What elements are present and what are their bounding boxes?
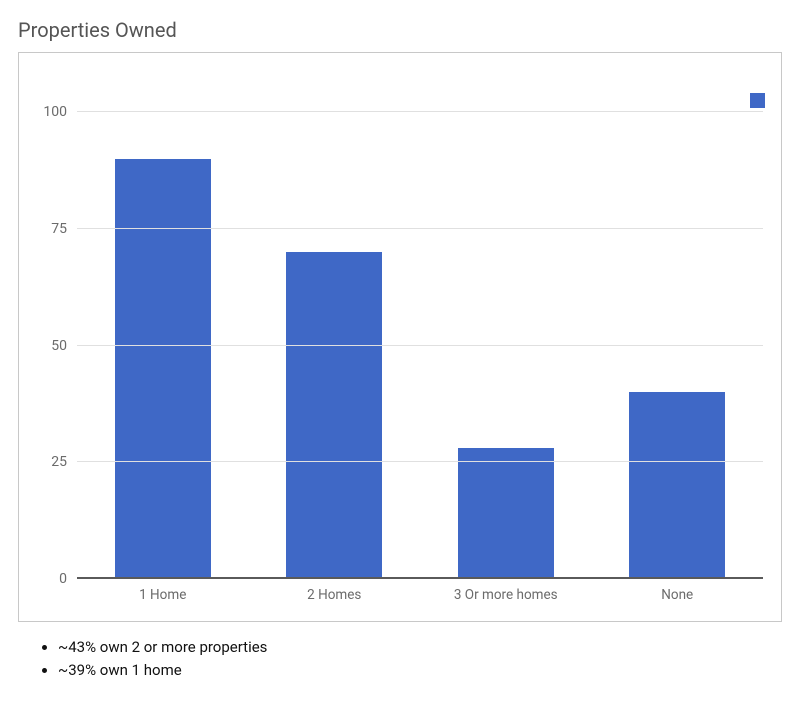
y-tick-label: 50 <box>51 338 77 354</box>
bar <box>115 159 211 579</box>
y-tick-label: 100 <box>43 104 77 120</box>
plot-area: 02550751001 Home2 Homes3 Or more homesNo… <box>77 75 763 579</box>
y-tick-label: 75 <box>51 221 77 237</box>
bars-layer <box>77 75 763 579</box>
summary-bullet: ~39% own 1 home <box>58 659 782 682</box>
bar <box>458 448 554 579</box>
gridline <box>77 345 763 346</box>
x-tick-label: 3 Or more homes <box>454 579 558 603</box>
y-tick-label: 0 <box>59 571 77 587</box>
x-tick-label: 1 Home <box>139 579 186 603</box>
x-tick-label: None <box>661 579 693 603</box>
y-tick-label: 25 <box>51 454 77 470</box>
bar <box>629 392 725 579</box>
x-tick-label: 2 Homes <box>307 579 361 603</box>
summary-bullets: ~43% own 2 or more properties~39% own 1 … <box>18 636 782 683</box>
bar <box>286 252 382 579</box>
gridline <box>77 111 763 112</box>
chart-title: Properties Owned <box>18 18 782 42</box>
gridline <box>77 228 763 229</box>
gridline <box>77 461 763 462</box>
summary-bullet: ~43% own 2 or more properties <box>58 636 782 659</box>
chart-container: 0 25 50 75 100 1 Home 2 Homes 3 Or more homes No… <box>18 52 782 622</box>
